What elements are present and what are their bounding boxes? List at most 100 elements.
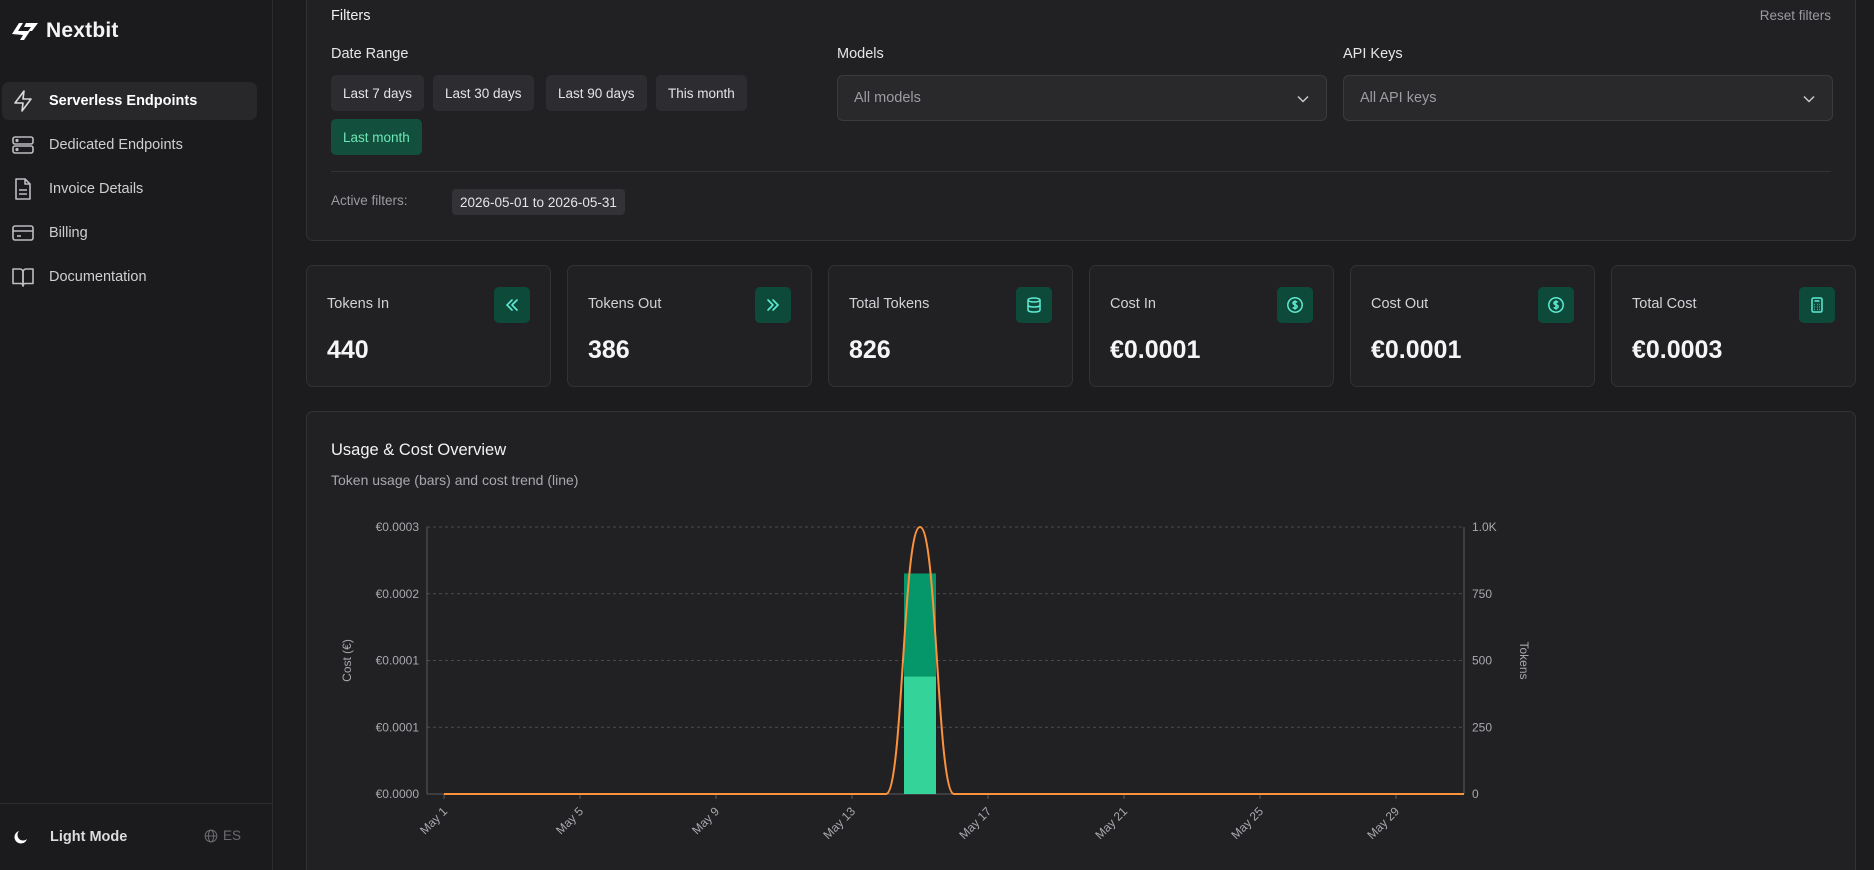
moon-icon[interactable] (12, 828, 30, 846)
chart-subtitle: Token usage (bars) and cost trend (line) (331, 472, 579, 488)
nextbit-logo-icon (12, 23, 38, 40)
stat-icon-badge (494, 287, 530, 323)
x-tick-label: May 13 (820, 804, 858, 842)
sidebar: Nextbit Serverless Endpoints Dedicated E… (0, 0, 273, 870)
sidebar-item-serverless-endpoints[interactable]: Serverless Endpoints (2, 82, 257, 120)
stat-label: Total Cost (1632, 296, 1697, 312)
language-switcher[interactable]: ES (204, 828, 241, 843)
y-right-tick-label: 500 (1472, 654, 1492, 668)
sidebar-item-label: Dedicated Endpoints (49, 137, 183, 153)
active-filters-label: Active filters: (331, 193, 408, 208)
dollar-circle-icon (1548, 297, 1564, 313)
stat-icon-badge (1799, 287, 1835, 323)
language-label: ES (222, 828, 241, 843)
document-icon (15, 178, 31, 200)
filters-panel: Filters Reset filters Date Range Last 7 … (306, 0, 1856, 241)
active-filter-badge: 2026-05-01 to 2026-05-31 (452, 189, 625, 215)
stat-value: 386 (588, 336, 630, 364)
date-chip-last-7-days[interactable]: Last 7 days (331, 75, 425, 111)
y-right-axis-title: Tokens (1517, 641, 1531, 679)
stat-card-total-tokens: Total Tokens 826 (828, 265, 1073, 387)
y-left-tick-label: €0.0002 (376, 587, 420, 601)
usage-cost-chart: €0.0000 0 €0.0001 250 €0.0001 500 €0.0002 750 €0… (340, 520, 1531, 842)
y-right-tick-label: 250 (1472, 720, 1492, 734)
date-chip-last-90-days[interactable]: Last 90 days (546, 75, 647, 111)
date-chip-this-month[interactable]: This month (656, 75, 747, 111)
stat-card-cost-out: Cost Out €0.0001 (1350, 265, 1595, 387)
stat-label: Total Tokens (849, 296, 930, 312)
credit-card-icon (12, 225, 34, 241)
server-icon (12, 136, 34, 154)
calculator-icon (1811, 297, 1823, 313)
chevron-down-icon (1297, 95, 1309, 103)
chevron-down-icon (1803, 95, 1815, 103)
y-right-tick-label: 0 (1472, 787, 1479, 801)
stat-value: €0.0001 (1371, 336, 1462, 364)
stat-icon-badge (1538, 287, 1574, 323)
stat-label: Tokens Out (588, 296, 662, 312)
x-tick-label: May 5 (553, 804, 586, 837)
sidebar-item-label: Billing (49, 225, 88, 241)
stat-icon-badge (755, 287, 791, 323)
sidebar-item-billing[interactable]: Billing (2, 214, 257, 252)
api-keys-label: API Keys (1343, 46, 1403, 62)
sidebar-nav: Serverless Endpoints Dedicated Endpoints… (2, 82, 257, 302)
y-left-tick-label: €0.0000 (376, 787, 420, 801)
bar (904, 676, 936, 794)
book-icon (12, 268, 34, 287)
stat-icon-badge (1016, 287, 1052, 323)
api-keys-select[interactable]: All API keys (1343, 75, 1833, 121)
stat-label: Tokens In (327, 296, 390, 312)
date-chip-last-month[interactable]: Last month (331, 119, 422, 155)
stat-label: Cost In (1110, 296, 1156, 312)
y-left-tick-label: €0.0003 (376, 520, 420, 534)
reset-filters-button[interactable]: Reset filters (1759, 8, 1831, 23)
logo[interactable]: Nextbit (10, 16, 119, 46)
y-left-axis-title: Cost (€) (340, 639, 354, 682)
lightning-icon (14, 90, 32, 112)
stat-icon-badge (1277, 287, 1313, 323)
stat-card-cost-in: Cost In €0.0001 (1089, 265, 1334, 387)
stat-value: €0.0003 (1632, 336, 1723, 364)
double-chevron-right-icon (767, 299, 779, 311)
x-tick-label: May 17 (956, 804, 994, 842)
filters-divider (331, 171, 1831, 172)
models-label: Models (837, 46, 884, 62)
double-chevron-left-icon (506, 299, 518, 311)
usage-cost-chart-panel: Usage & Cost Overview Token usage (bars)… (306, 411, 1856, 870)
api-keys-select-value: All API keys (1360, 90, 1437, 106)
x-tick-label: May 21 (1092, 804, 1130, 842)
globe-icon (204, 829, 218, 842)
x-tick-label: May 9 (689, 804, 722, 837)
date-range-label: Date Range (331, 46, 409, 62)
sidebar-footer: Light Mode ES (0, 803, 273, 870)
filters-title: Filters (331, 8, 371, 24)
sidebar-item-documentation[interactable]: Documentation (2, 258, 257, 296)
sidebar-item-invoice-details[interactable]: Invoice Details (2, 170, 257, 208)
stat-card-total-cost: Total Cost €0.0003 (1611, 265, 1856, 387)
x-tick-label: May 25 (1228, 804, 1266, 842)
sidebar-item-label: Documentation (49, 269, 147, 285)
y-right-tick-label: 1.0K (1472, 520, 1497, 534)
stat-value: 440 (327, 336, 369, 364)
theme-toggle[interactable]: Light Mode (50, 829, 128, 845)
y-left-tick-label: €0.0001 (376, 654, 420, 668)
models-select-value: All models (854, 90, 921, 106)
database-icon (1027, 297, 1041, 313)
sidebar-item-label: Invoice Details (49, 181, 144, 197)
x-tick-label: May 29 (1364, 804, 1402, 842)
cost-trend-line (444, 525, 1464, 795)
stat-card-tokens-in: Tokens In 440 (306, 265, 551, 387)
y-left-tick-label: €0.0001 (376, 720, 420, 734)
stat-card-tokens-out: Tokens Out 386 (567, 265, 812, 387)
sidebar-item-dedicated-endpoints[interactable]: Dedicated Endpoints (2, 126, 257, 164)
main-content: Filters Reset filters Date Range Last 7 … (274, 0, 1874, 870)
dollar-circle-icon (1287, 297, 1303, 313)
models-select[interactable]: All models (837, 75, 1327, 121)
stat-label: Cost Out (1371, 296, 1429, 312)
sidebar-item-label: Serverless Endpoints (49, 93, 198, 109)
app-name: Nextbit (46, 19, 119, 42)
date-chip-last-30-days[interactable]: Last 30 days (433, 75, 534, 111)
y-right-tick-label: 750 (1472, 587, 1492, 601)
bar (904, 573, 936, 677)
